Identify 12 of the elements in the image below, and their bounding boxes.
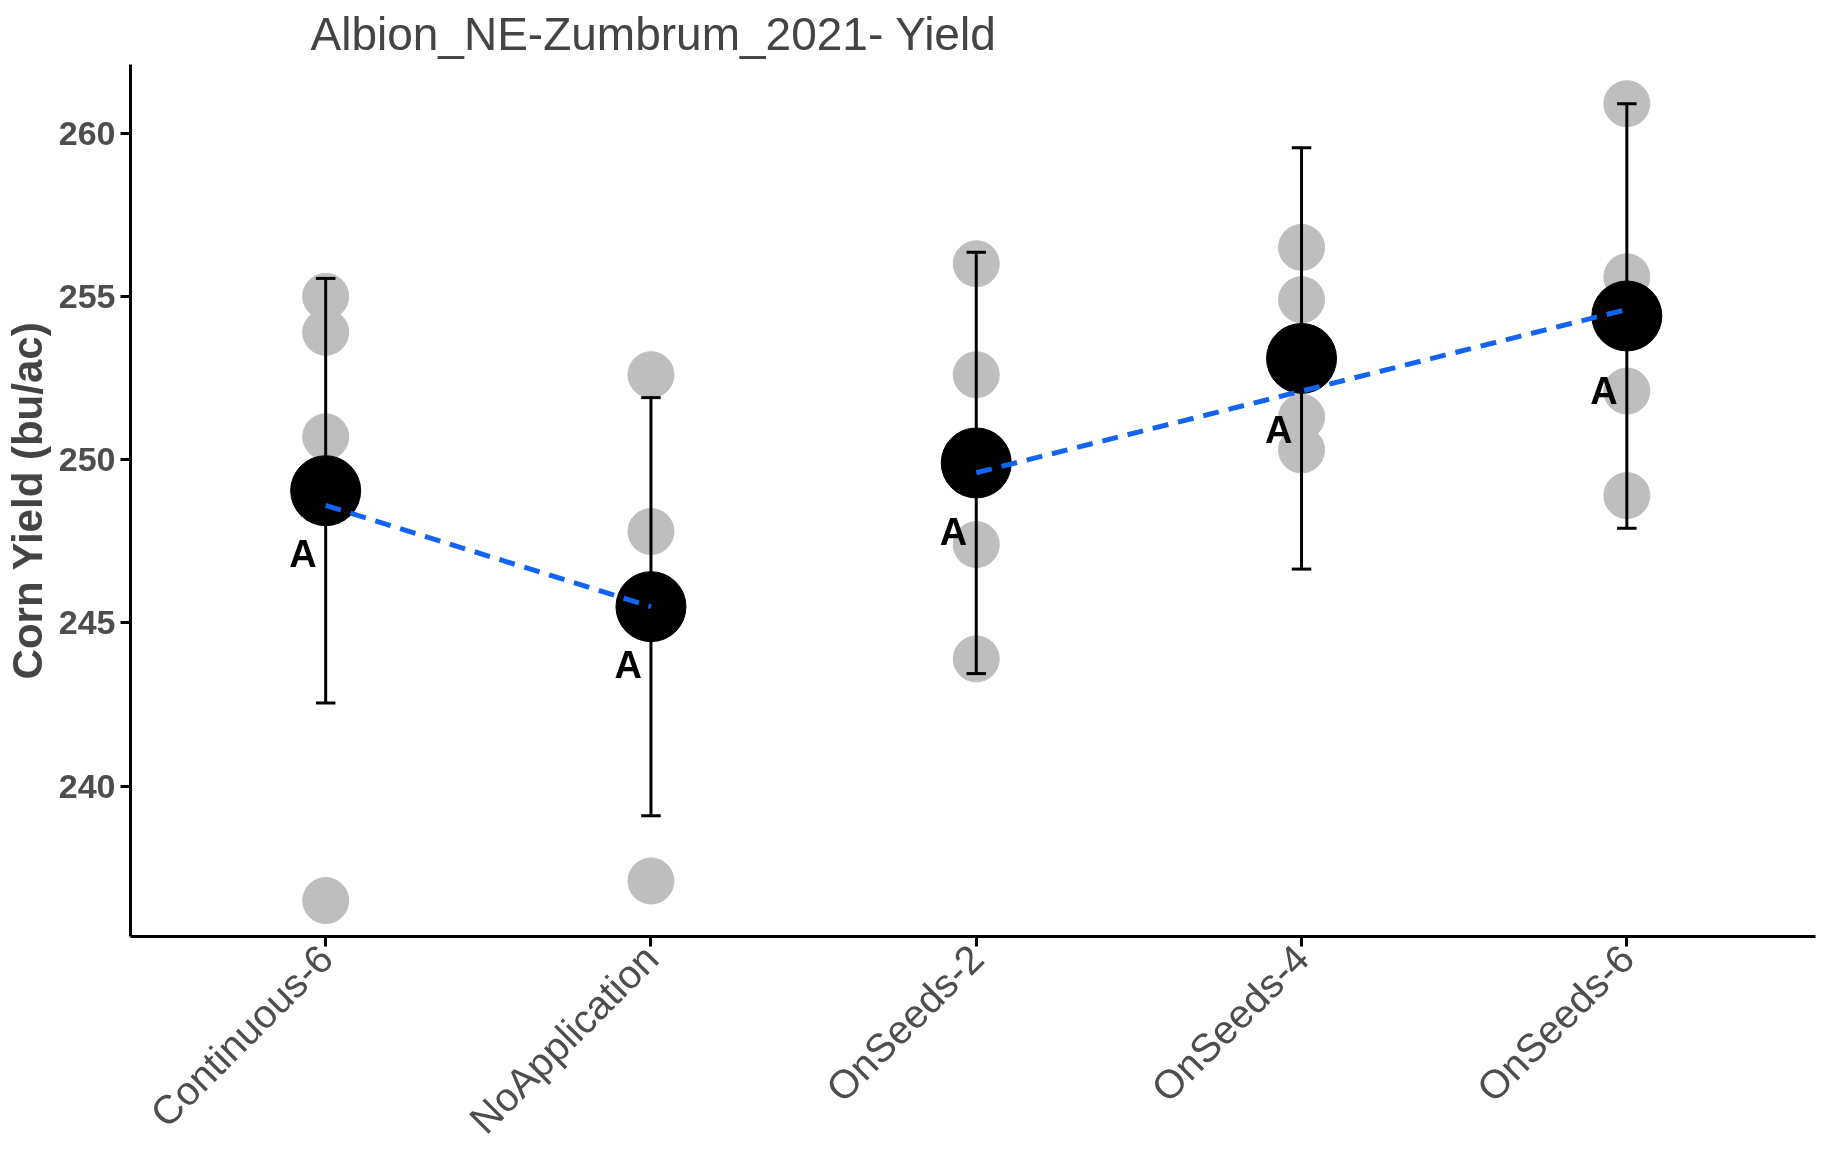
y-tick-label: 250: [58, 440, 116, 479]
y-tick-label: 260: [58, 113, 116, 152]
annotation: A: [289, 533, 317, 576]
annotation: A: [1590, 370, 1618, 413]
annotation: A: [1265, 409, 1293, 452]
chart-title: Albion_NE-Zumbrum_2021- Yield: [310, 7, 996, 60]
annotation: A: [614, 644, 642, 687]
y-tick-label: 255: [58, 276, 116, 315]
y-axis-title: Corn Yield (bu/ac): [3, 322, 51, 680]
y-tick-label: 245: [58, 603, 116, 642]
y-tick-label: 240: [58, 766, 116, 805]
annotation: A: [939, 510, 968, 553]
